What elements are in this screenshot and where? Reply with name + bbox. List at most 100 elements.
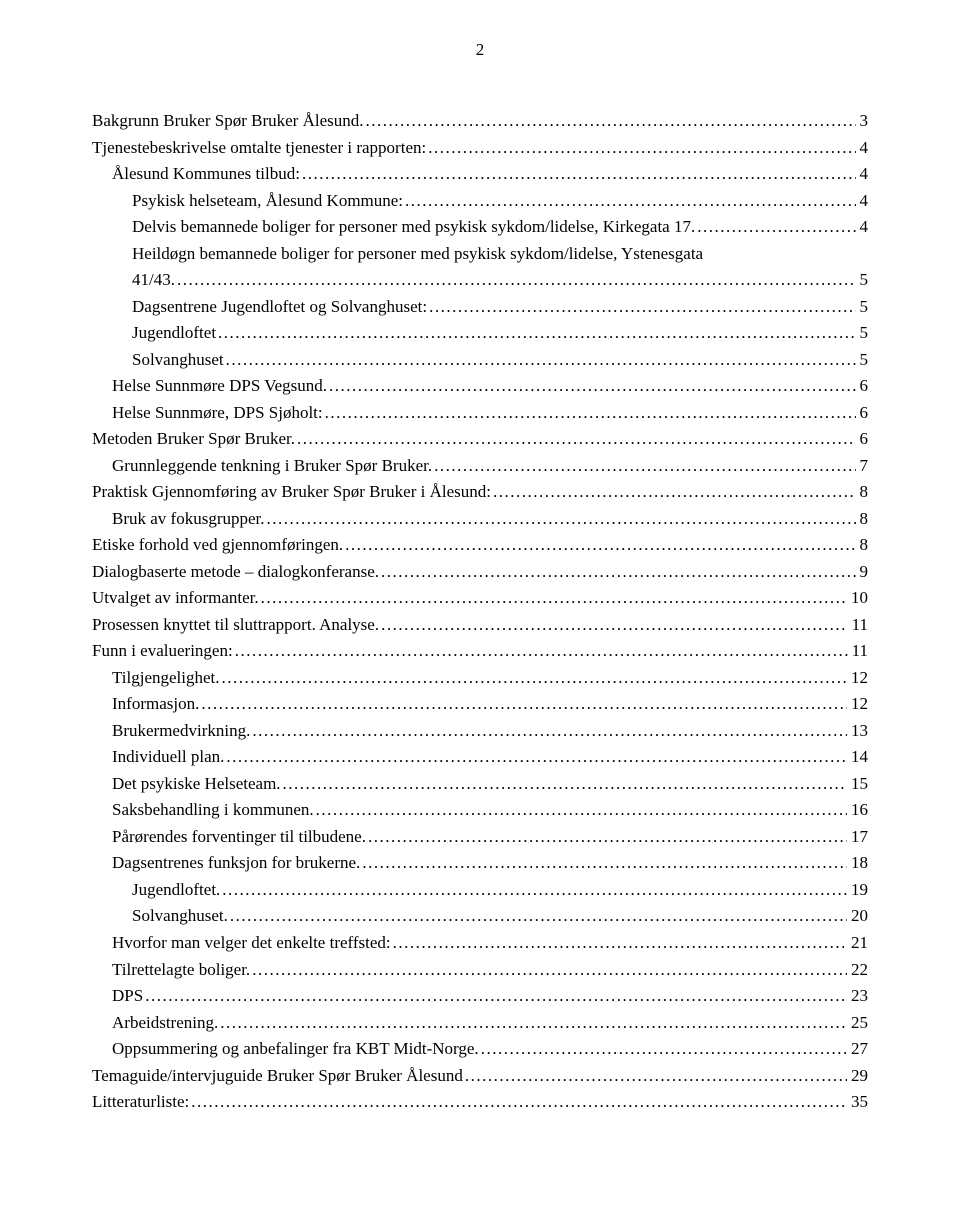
toc-entry: Prosessen knyttet til sluttrapport. Anal…: [92, 612, 868, 639]
toc-page: 4: [856, 214, 869, 241]
toc-page: 11: [848, 612, 868, 639]
toc-entry: Solvanghuset.20: [92, 903, 868, 930]
toc-page: 5: [856, 347, 869, 374]
toc-page: 6: [856, 373, 869, 400]
table-of-contents: Bakgrunn Bruker Spør Bruker Ålesund.3Tje…: [92, 108, 868, 1116]
toc-leader: [343, 532, 855, 559]
toc-title: Tilrettelagte boliger.: [112, 957, 250, 984]
toc-leader: [391, 930, 847, 957]
toc-leader: [366, 824, 847, 851]
toc-page: 10: [847, 585, 868, 612]
toc-title: Grunnleggende tenkning i Bruker Spør Bru…: [112, 453, 432, 480]
toc-page: 6: [856, 400, 869, 427]
toc-entry: Utvalget av informanter. 10: [92, 585, 868, 612]
toc-title: Bruk av fokusgrupper.: [112, 506, 265, 533]
toc-leader: [379, 612, 848, 639]
toc-page: 8: [856, 479, 869, 506]
toc-page: 14: [847, 744, 868, 771]
toc-entry: 41/43. 5: [92, 267, 868, 294]
toc-leader: [189, 1089, 847, 1116]
toc-leader: [432, 453, 855, 480]
toc-entry: Funn i evalueringen:11: [92, 638, 868, 665]
toc-entry: Grunnleggende tenkning i Bruker Spør Bru…: [92, 453, 868, 480]
toc-page: 22: [847, 957, 868, 984]
toc-entry: Litteraturliste:35: [92, 1089, 868, 1116]
toc-page: 5: [856, 267, 869, 294]
toc-page: 19: [847, 877, 868, 904]
toc-page: 7: [856, 453, 869, 480]
toc-entry: Temaguide/intervjuguide Bruker Spør Bruk…: [92, 1063, 868, 1090]
toc-title: Informasjon.: [112, 691, 199, 718]
toc-entry: Ålesund Kommunes tilbud: 4: [92, 161, 868, 188]
toc-leader: [403, 188, 855, 215]
toc-title: Arbeidstrening.: [112, 1010, 218, 1037]
toc-leader: [479, 1036, 847, 1063]
toc-title: Utvalget av informanter.: [92, 585, 259, 612]
toc-leader: [233, 638, 848, 665]
toc-page: 23: [847, 983, 868, 1010]
toc-page: 25: [847, 1010, 868, 1037]
toc-leader: [265, 506, 856, 533]
toc-page: 5: [856, 320, 869, 347]
toc-entry: Brukermedvirkning.13: [92, 718, 868, 745]
toc-page: 12: [847, 665, 868, 692]
toc-title: Pårørendes forventinger til tilbudene.: [112, 824, 366, 851]
toc-page: 6: [856, 426, 869, 453]
toc-entry: Etiske forhold ved gjennomføringen.8: [92, 532, 868, 559]
toc-leader: [250, 718, 847, 745]
toc-page: 12: [847, 691, 868, 718]
page-number: 2: [92, 40, 868, 60]
toc-title: Helse Sunnmøre DPS Vegsund.: [112, 373, 327, 400]
toc-leader: [224, 347, 856, 374]
toc-title: Dagsentrenes funksjon for brukerne.: [112, 850, 360, 877]
toc-leader: [314, 797, 847, 824]
toc-title: Solvanghuset.: [132, 903, 228, 930]
toc-title: 41/43.: [132, 267, 175, 294]
toc-leader: [175, 267, 856, 294]
toc-entry: Helse Sunnmøre, DPS Sjøholt:6: [92, 400, 868, 427]
toc-title: Individuell plan.: [112, 744, 224, 771]
toc-leader: [379, 559, 855, 586]
toc-title: Tilgjengelighet.: [112, 665, 220, 692]
toc-title: Ålesund Kommunes tilbud:: [112, 161, 300, 188]
toc-page: 4: [856, 135, 869, 162]
toc-entry: Tjenestebeskrivelse omtalte tjenester i …: [92, 135, 868, 162]
toc-page: 8: [856, 506, 869, 533]
toc-entry: Hvorfor man velger det enkelte treffsted…: [92, 930, 868, 957]
toc-title: Tjenestebeskrivelse omtalte tjenester i …: [92, 135, 426, 162]
toc-title: DPS: [112, 983, 143, 1010]
toc-title: Brukermedvirkning.: [112, 718, 250, 745]
toc-entry: Helse Sunnmøre DPS Vegsund. 6: [92, 373, 868, 400]
toc-leader: [295, 426, 855, 453]
toc-entry: Jugendloftet. 19: [92, 877, 868, 904]
toc-leader: [216, 320, 855, 347]
toc-entry: Solvanghuset 5: [92, 347, 868, 374]
toc-leader: [199, 691, 847, 718]
toc-title: Jugendloftet.: [132, 877, 220, 904]
toc-page: 3: [856, 108, 869, 135]
toc-page: 4: [856, 161, 869, 188]
toc-entry: Jugendloftet5: [92, 320, 868, 347]
toc-title: Funn i evalueringen:: [92, 638, 233, 665]
toc-page: 18: [847, 850, 868, 877]
toc-title: Dagsentrene Jugendloftet og Solvanghuset…: [132, 294, 427, 321]
toc-title: Solvanghuset: [132, 347, 224, 374]
toc-entry: Dagsentrene Jugendloftet og Solvanghuset…: [92, 294, 868, 321]
toc-entry: Heildøgn bemannede boliger for personer …: [92, 241, 868, 268]
toc-entry: Individuell plan. 14: [92, 744, 868, 771]
toc-page: 35: [847, 1089, 868, 1116]
toc-entry: Saksbehandling i kommunen.16: [92, 797, 868, 824]
toc-leader: [426, 135, 855, 162]
toc-leader: [463, 1063, 847, 1090]
toc-title: Det psykiske Helseteam.: [112, 771, 281, 798]
toc-leader: [224, 744, 847, 771]
toc-entry: Dialogbaserte metode – dialogkonferanse.…: [92, 559, 868, 586]
toc-title: Prosessen knyttet til sluttrapport. Anal…: [92, 612, 379, 639]
toc-page: 16: [847, 797, 868, 824]
toc-entry: Delvis bemannede boliger for personer me…: [92, 214, 868, 241]
toc-entry: Arbeidstrening. 25: [92, 1010, 868, 1037]
toc-leader: [228, 903, 847, 930]
toc-page: 27: [847, 1036, 868, 1063]
toc-title: Psykisk helseteam, Ålesund Kommune:: [132, 188, 403, 215]
toc-page: 5: [856, 294, 869, 321]
